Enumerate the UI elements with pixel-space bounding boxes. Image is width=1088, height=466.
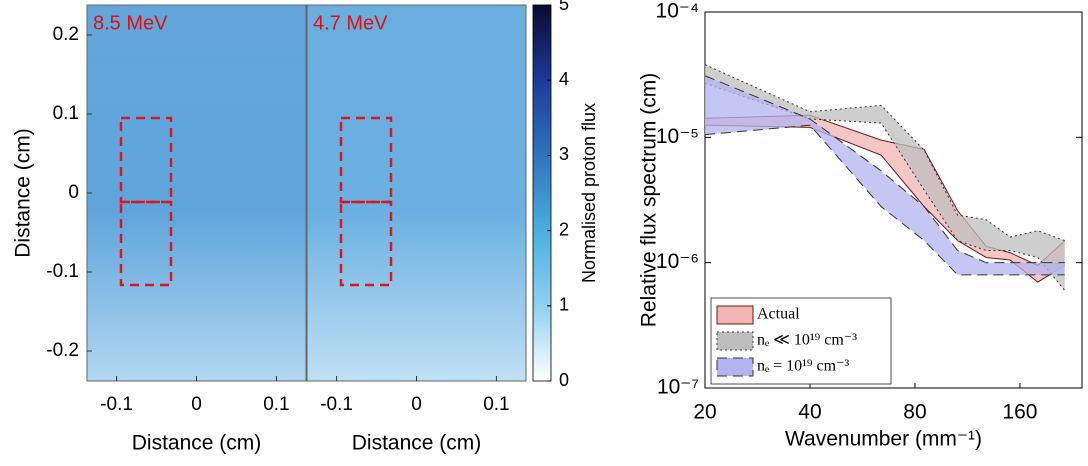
legend-label: nₑ = 10¹⁹ cm⁻³ [757, 358, 849, 375]
plot-frame [704, 11, 1083, 389]
x-axis-label: Distance (cm) [132, 432, 262, 455]
y-axis-label: Distance (cm) [12, 128, 35, 258]
legend-swatch [716, 305, 754, 325]
roi-boxes [119, 116, 393, 287]
y-tick-label: 0.2 [53, 24, 79, 45]
band-fill [705, 64, 1065, 291]
y-tick-label: 0.1 [53, 103, 79, 124]
x-tick-label: 0.1 [483, 394, 509, 415]
x-tick-label: 0 [191, 394, 202, 415]
legend-label: nₑ ≪ 10¹⁹ cm⁻³ [757, 332, 857, 349]
band-edge [704, 75, 1065, 264]
colorbar-tick-label: 4 [559, 69, 569, 89]
colorbar [532, 4, 552, 382]
x-axis-label: Wavenumber (mm⁻¹) [785, 428, 982, 451]
colorbar-tick-label: 5 [559, 0, 569, 14]
x-tick-label: 0 [411, 394, 422, 415]
colorbar-tick-label: 0 [559, 370, 569, 390]
band-fill [705, 75, 1065, 275]
x-tick-label: 0.1 [263, 394, 289, 415]
panel-title: 4.7 MeV [313, 12, 388, 34]
y-tick-label: 10⁻⁵ [656, 125, 699, 148]
colorbar-tick-label: 3 [559, 144, 569, 164]
band-edge [704, 124, 1065, 276]
x-tick-label: -0.1 [100, 394, 133, 415]
colorbar-tick-label: 2 [559, 219, 569, 239]
legend-swatch [716, 357, 754, 377]
y-tick-label: 10⁻⁴ [656, 0, 699, 23]
colorbar-tick-label: 1 [559, 295, 569, 315]
y-tick-label: 10⁻⁶ [656, 250, 699, 273]
legend-label: Actual [757, 306, 800, 323]
band-edge [704, 82, 1066, 291]
x-tick-label: 160 [1002, 401, 1037, 424]
legend-swatch [716, 331, 754, 351]
x-tick-label: -0.1 [320, 394, 353, 415]
x-tick-label: 40 [798, 401, 821, 424]
x-tick-label: 20 [693, 401, 716, 424]
x-tick-label: 80 [903, 401, 926, 424]
panel-title: 8.5 MeV [93, 12, 168, 34]
band-edge [704, 114, 1066, 267]
x-axis-label: Distance (cm) [352, 432, 482, 455]
band-edge [704, 64, 1065, 242]
colorbar-label: Normalised proton flux [579, 103, 599, 283]
proton-image [306, 4, 527, 382]
y-tick-label: -0.1 [46, 261, 79, 282]
y-axis-label: Relative flux spectrum (cm) [638, 73, 661, 327]
proton-image [86, 4, 307, 382]
y-tick-label: 0 [68, 182, 79, 203]
y-tick-label: 10⁻⁷ [657, 376, 699, 399]
y-tick-label: -0.2 [46, 340, 79, 361]
